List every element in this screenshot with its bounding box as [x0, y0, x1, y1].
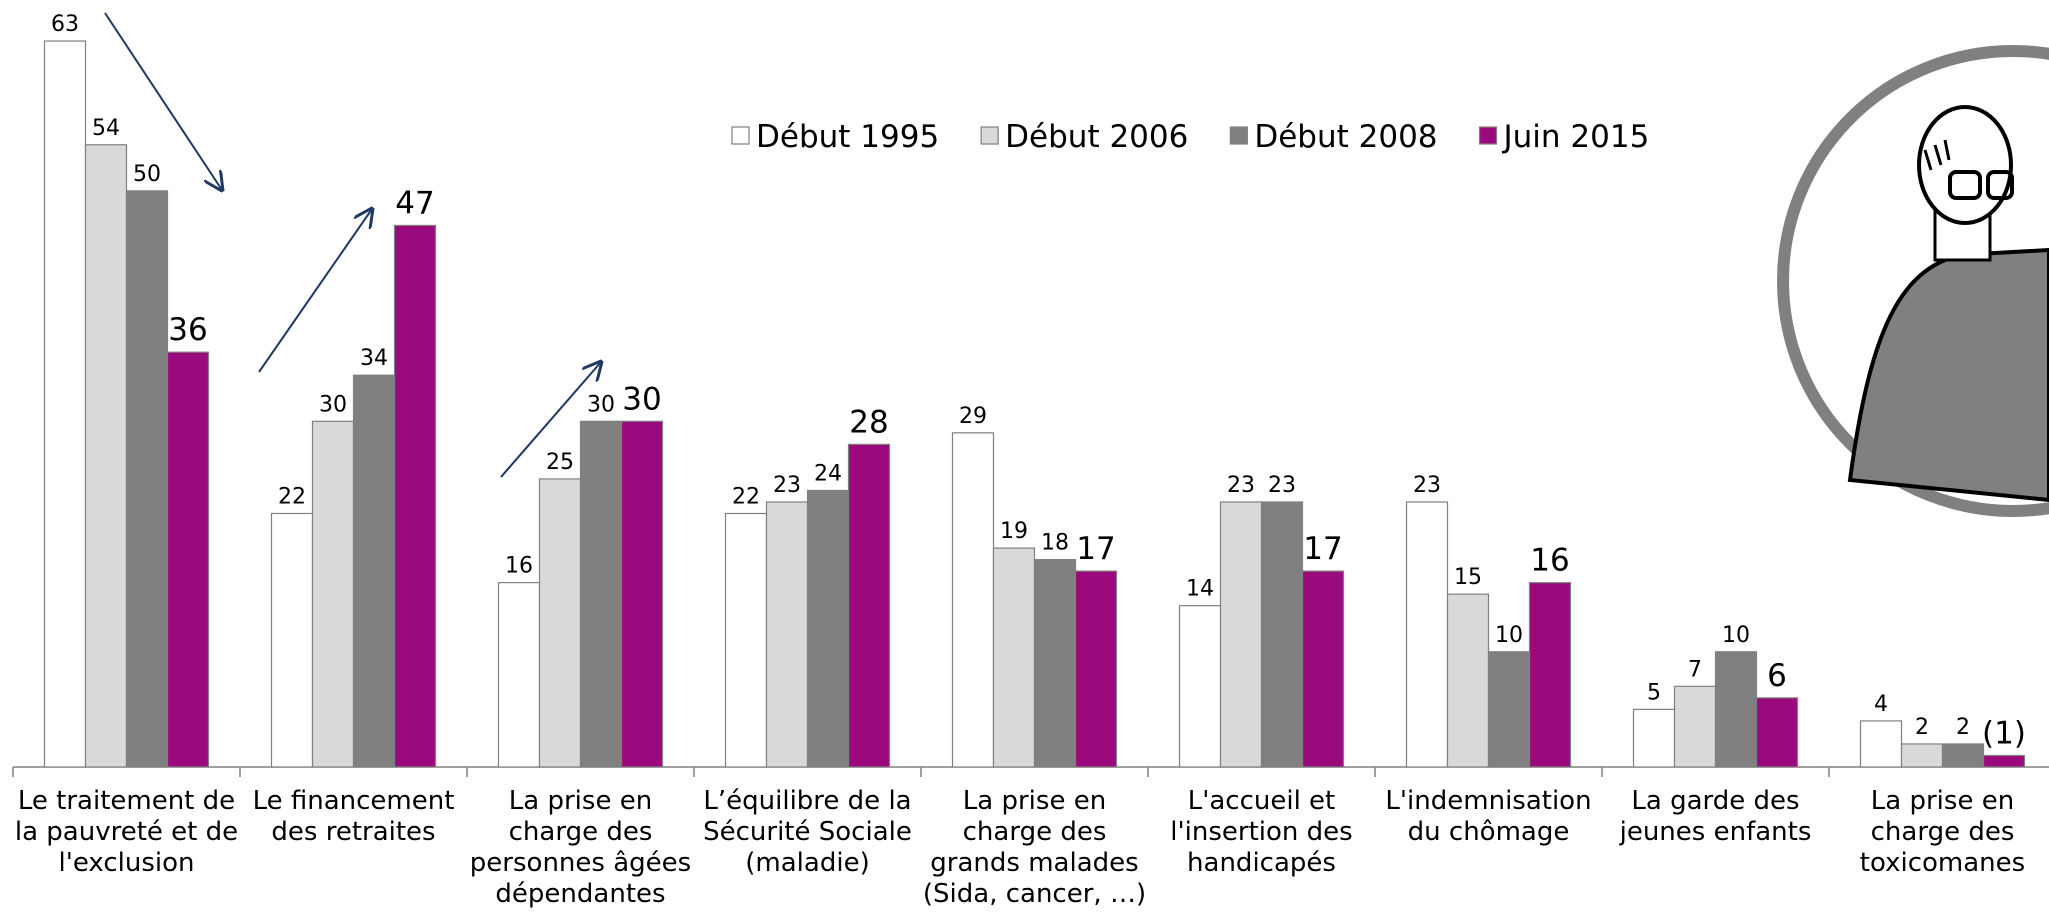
bar: [847, 443, 891, 768]
data-label: 4: [1874, 692, 1888, 717]
legend-label: Début 2008: [1254, 119, 1437, 155]
data-label: 23: [1413, 473, 1441, 498]
bar: [992, 547, 1036, 768]
data-label: 16: [1530, 543, 1569, 579]
bar: [270, 512, 314, 768]
data-label: 6: [1767, 658, 1787, 694]
x-tick-label: L’équilibre de la Sécurité Sociale (mala…: [703, 786, 912, 878]
x-tick-label: L'accueil et l'insertion des handicapés: [1170, 786, 1353, 878]
trend-arrows: [104, 12, 601, 478]
data-label: 23: [1227, 473, 1255, 498]
bar: [1074, 570, 1118, 768]
bar: [84, 144, 128, 768]
data-label: 30: [622, 381, 661, 417]
bar: [1941, 743, 1985, 768]
data-label: 19: [1000, 519, 1028, 544]
bar: [724, 512, 768, 768]
data-label: 15: [1454, 565, 1482, 590]
x-tick-label: La garde des jeunes enfants: [1619, 786, 1812, 847]
data-label: 25: [546, 450, 574, 475]
bar: [352, 374, 396, 768]
bar: [1528, 582, 1572, 768]
data-label: 5: [1647, 680, 1661, 705]
legend-swatch: [980, 126, 999, 145]
bar: [620, 420, 664, 768]
x-tick-label: La prise en charge des personnes âgées d…: [469, 786, 692, 909]
bar: [166, 351, 210, 768]
bar: [1859, 720, 1903, 768]
data-label: 54: [92, 116, 120, 141]
bar: [497, 582, 541, 768]
data-label: 23: [773, 473, 801, 498]
data-label: 10: [1495, 623, 1523, 648]
bar: [125, 190, 169, 768]
x-tick-label: Le traitement de la pauvreté et de l'exc…: [14, 786, 239, 878]
data-label: 2: [1915, 715, 1929, 740]
bar: [765, 501, 809, 768]
legend-label: Juin 2015: [1502, 119, 1650, 155]
bar: [1301, 570, 1345, 768]
data-label: 16: [505, 554, 533, 579]
bar: [1033, 558, 1077, 768]
data-label: 36: [168, 312, 207, 348]
illustration: [1777, 45, 2049, 517]
bar: [951, 432, 995, 768]
bar: [1446, 593, 1490, 768]
bar: [579, 420, 623, 768]
x-tick-label: La prise en charge des grands malades (S…: [922, 786, 1147, 909]
data-label: 7: [1688, 657, 1702, 682]
data-label: 2: [1956, 715, 1970, 740]
x-tick-label: Le financement des retraites: [252, 786, 455, 847]
bar: [1487, 651, 1531, 768]
data-label: (1): [1982, 715, 2026, 751]
legend-label: Début 1995: [756, 119, 939, 155]
bar: [1900, 743, 1944, 768]
bar: [1673, 685, 1717, 768]
data-label: 17: [1076, 531, 1115, 567]
bar: [1714, 651, 1758, 768]
bar: [43, 40, 87, 768]
legend-swatch: [1478, 126, 1498, 145]
data-label: 30: [587, 392, 615, 417]
data-label: 63: [51, 12, 79, 37]
bar: [538, 478, 582, 768]
x-tick-label: La prise en charge des toxicomanes: [1859, 786, 2026, 878]
data-label: 30: [319, 392, 347, 417]
bar: [311, 420, 355, 768]
data-label: 50: [133, 162, 161, 187]
data-label: 18: [1041, 531, 1069, 556]
bar: [1405, 501, 1449, 768]
bar: [1982, 754, 2026, 768]
bar: [1219, 501, 1263, 768]
data-label: 24: [814, 461, 842, 486]
bar: [806, 489, 850, 768]
data-label: 34: [360, 346, 388, 371]
data-label: 22: [278, 484, 306, 509]
data-label: 22: [732, 484, 760, 509]
bar: [1178, 605, 1222, 768]
bar: [393, 224, 437, 768]
data-label: 14: [1186, 577, 1214, 602]
data-label: 28: [849, 404, 888, 440]
bar: [1755, 697, 1799, 768]
data-label: 47: [395, 185, 434, 221]
bar: [1260, 501, 1304, 768]
bar: [1632, 708, 1676, 768]
legend-swatch: [1229, 126, 1248, 145]
data-label: 17: [1303, 531, 1342, 567]
data-label: 23: [1268, 473, 1296, 498]
data-label: 10: [1722, 623, 1750, 648]
x-tick-label: L'indemnisation du chômage: [1385, 786, 1592, 847]
data-label: 29: [959, 404, 987, 429]
legend-swatch: [731, 126, 750, 145]
legend-label: Début 2006: [1005, 119, 1188, 155]
